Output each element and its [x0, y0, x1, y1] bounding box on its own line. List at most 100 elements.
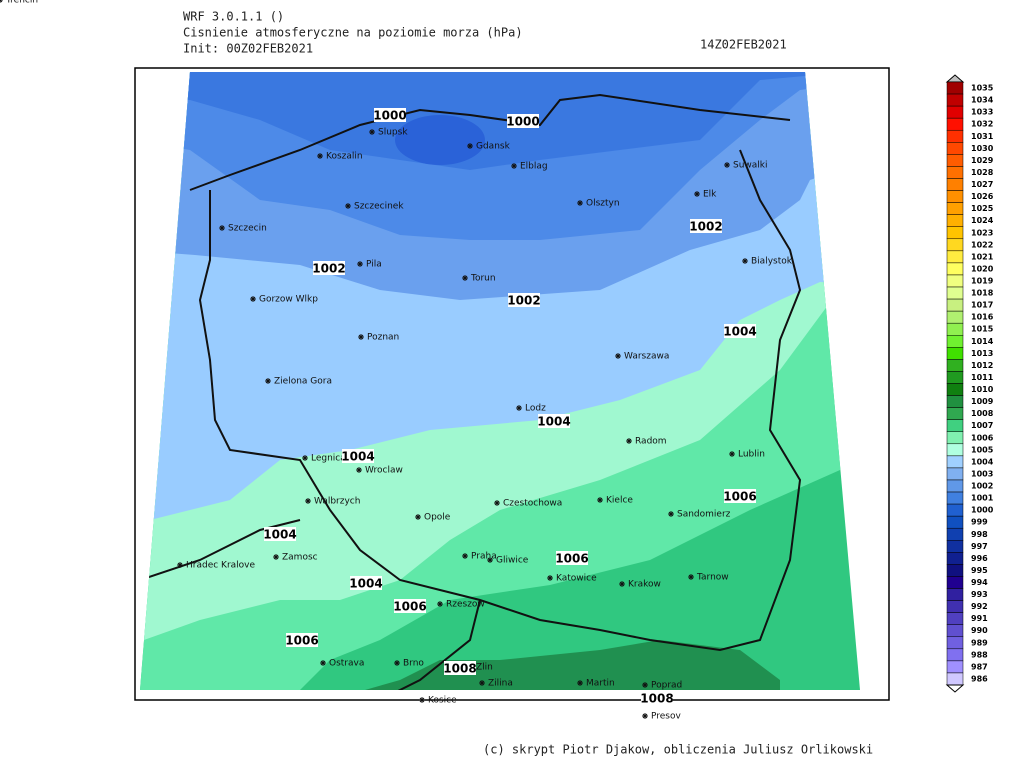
colorbar-cell [946, 503, 964, 517]
colorbar-label: 1008 [971, 409, 994, 418]
colorbar-arrow [945, 74, 965, 83]
colorbar-cell [946, 214, 964, 227]
colorbar-cell [946, 431, 964, 445]
city-label: Legnica [311, 454, 346, 464]
city-marker [437, 601, 443, 607]
isobar-label-bg [508, 293, 540, 307]
isobar-label: 1004 [349, 577, 382, 591]
colorbar-cell [946, 600, 964, 613]
city-label: Martin [586, 679, 615, 689]
colorbar-cell [946, 540, 964, 553]
colorbar-label: 1017 [971, 301, 993, 310]
colorbar-cell [946, 178, 964, 191]
city-label: Wroclaw [365, 466, 403, 476]
city-label: Krakow [628, 580, 661, 590]
colorbar-cell [946, 443, 964, 457]
colorbar-cell [946, 166, 964, 179]
credit: (c) skrypt Piotr Djakow, obliczenia Juli… [483, 743, 873, 757]
city-label: Brno [403, 659, 424, 669]
city-label: Katowice [556, 574, 597, 584]
city-marker [615, 353, 621, 359]
city-marker [462, 275, 468, 281]
colorbar-label: 1018 [971, 289, 994, 298]
city-label: Opole [424, 513, 451, 523]
colorbar-label: 989 [971, 638, 988, 647]
colorbar-cell [946, 527, 964, 541]
isobar-label: 1006 [285, 634, 318, 648]
isobar-label: 1002 [689, 220, 722, 234]
colorbar-arrow [945, 684, 965, 693]
colorbar-label: 1027 [971, 180, 993, 189]
city-marker [642, 713, 648, 719]
city-marker [317, 153, 323, 159]
colorbar-cell [946, 298, 964, 312]
colorbar-cell [946, 286, 964, 300]
colorbar-label: 1013 [971, 349, 993, 358]
city-marker [668, 511, 674, 517]
colorbar-cell [946, 129, 964, 143]
city-label: Walbrzych [314, 497, 360, 507]
city-marker [724, 162, 730, 168]
isobar-label-bg [538, 414, 570, 428]
city-label: Elk [703, 190, 717, 200]
colorbar-cell [946, 383, 964, 396]
colorbar-cell [946, 335, 964, 348]
isobar-label-bg [264, 527, 296, 541]
city-marker [688, 574, 694, 580]
colorbar-cell [946, 395, 964, 408]
city-marker [694, 191, 700, 197]
colorbar-cell [946, 455, 964, 469]
city-marker [177, 562, 183, 568]
isobar-label: 1004 [537, 415, 570, 429]
isobar-label: 1002 [312, 262, 345, 276]
colorbar-cell [946, 672, 964, 686]
colorbar-label: 1029 [971, 156, 994, 165]
isobar-label-bg [374, 108, 406, 122]
zone [140, 72, 860, 170]
isobar-label-bg [690, 219, 722, 233]
city-label: Hradec Kralove [186, 561, 255, 571]
colorbar-cell [946, 322, 964, 336]
colorbar-cell [946, 371, 964, 384]
city-label: Rzeszow [446, 600, 485, 610]
city-marker [415, 514, 421, 520]
colorbar-label: 1020 [971, 264, 994, 273]
colorbar-cell [946, 648, 964, 662]
city-label: Suwalki [733, 161, 768, 171]
city-marker [619, 581, 625, 587]
city-label: Gdansk [476, 142, 511, 152]
city-marker [394, 660, 400, 666]
pressure-field [140, 72, 860, 690]
colorbar-label: 1010 [971, 385, 994, 394]
colorbar-cell [946, 262, 964, 276]
colorbar-cell [946, 93, 964, 107]
colorbar-cell [946, 359, 964, 372]
city-marker [487, 557, 493, 563]
city-label: Ostrava [329, 659, 364, 669]
city-label: Radom [635, 437, 667, 447]
city-marker [597, 497, 603, 503]
colorbar-cell [946, 347, 964, 360]
isobar-label-bg [507, 114, 539, 128]
city-label: Szczecin [228, 224, 267, 234]
isobar-label: 1004 [263, 528, 296, 542]
colorbar-cell [946, 552, 964, 565]
colorbar-label: 1004 [971, 457, 994, 466]
city-label: Gorzow Wlkp [259, 295, 318, 305]
colorbar-label: 1025 [971, 204, 994, 213]
colorbar-label: 1006 [971, 433, 994, 442]
isobar-label: 1008 [443, 662, 476, 676]
city-marker [467, 143, 473, 149]
colorbar-cell [946, 419, 964, 432]
city-label: Gliwice [496, 556, 529, 566]
isobar-label-bg [556, 551, 588, 565]
isobar-label: 1004 [723, 325, 756, 339]
colorbar-label: 993 [971, 590, 988, 599]
city-marker [547, 575, 553, 581]
isobar-label-bg [444, 661, 476, 675]
city-marker [357, 261, 363, 267]
city-label: Slupsk [378, 128, 408, 138]
city-marker [345, 203, 351, 209]
colorbar-label: 1014 [971, 337, 994, 346]
isobar-label-bg [724, 324, 756, 338]
